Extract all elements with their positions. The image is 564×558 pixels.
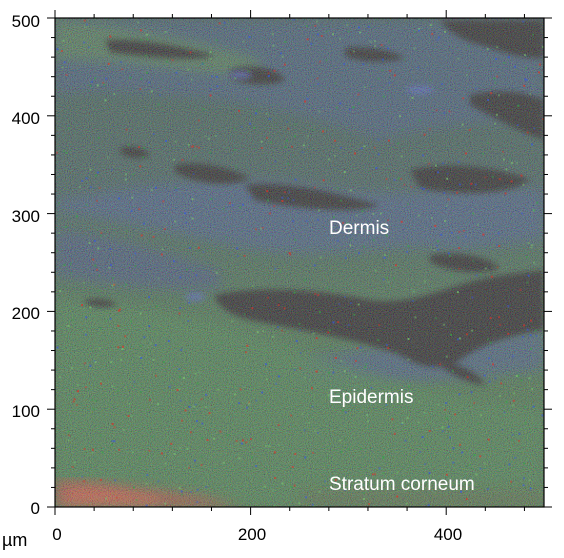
micrograph-image [55, 18, 544, 507]
x-axis: 0 200 400 [52, 525, 462, 544]
y-tick-label: 400 [12, 109, 40, 128]
axis-ticks [47, 10, 552, 515]
region-label-epidermis: Epidermis [329, 387, 413, 408]
y-tick-label: 200 [12, 304, 40, 323]
plot-frame [54, 17, 545, 508]
x-tick-label: 0 [52, 525, 61, 544]
y-tick-label: 100 [12, 402, 40, 421]
y-tick-label: 500 [12, 12, 40, 31]
x-tick-label: 400 [434, 525, 462, 544]
x-tick-label: 200 [238, 525, 266, 544]
y-tick-label: 300 [12, 207, 40, 226]
y-tick-label: 0 [31, 499, 40, 518]
y-axis: 0 100 200 300 400 500 [12, 12, 40, 518]
x-axis-unit-label: µm [2, 530, 27, 550]
region-label-dermis: Dermis [329, 218, 389, 239]
region-label-stratum-corneum: Stratum corneum [329, 474, 475, 495]
